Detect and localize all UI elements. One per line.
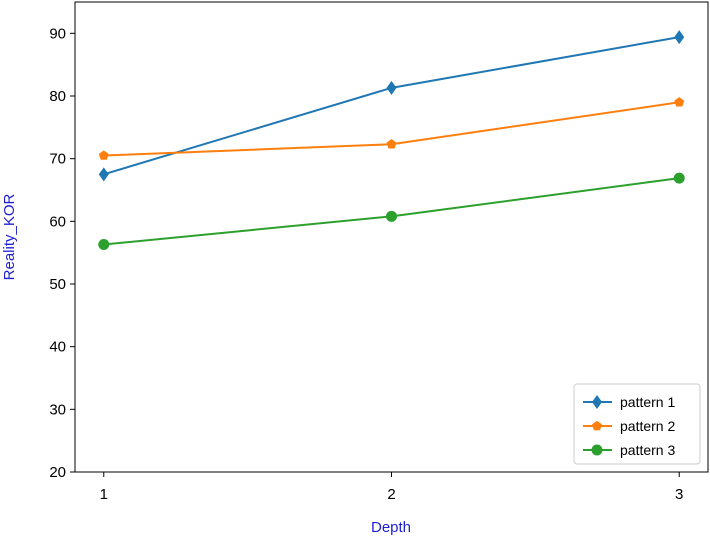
y-tick-label: 20 <box>49 464 66 481</box>
legend-entry: pattern 3 <box>583 442 675 458</box>
data-point <box>386 139 397 149</box>
y-tick-label: 30 <box>49 401 66 418</box>
series-layer <box>98 30 685 251</box>
legend: pattern 1 pattern 2 pattern 3 <box>573 383 701 465</box>
data-point <box>673 172 685 184</box>
y-tick-label: 50 <box>49 276 66 293</box>
legend-box <box>573 383 701 465</box>
series-3 <box>98 172 685 251</box>
series-1 <box>98 30 685 182</box>
y-axis: 20 30 40 50 60 70 80 90 <box>49 25 75 481</box>
legend-entry: pattern 1 <box>583 394 675 410</box>
y-tick-label: 80 <box>49 88 66 105</box>
y-tick-label: 60 <box>49 213 66 230</box>
data-point <box>674 30 685 45</box>
legend-marker <box>591 444 603 456</box>
series-2 <box>98 97 685 160</box>
legend-label: pattern 1 <box>620 394 675 410</box>
x-axis-label: Depth <box>371 519 411 536</box>
x-tick-label: 1 <box>100 486 108 503</box>
x-tick-label: 2 <box>387 486 395 503</box>
data-point <box>674 97 685 107</box>
legend-label: pattern 3 <box>620 442 675 458</box>
data-point <box>98 167 109 182</box>
x-tick-label: 3 <box>675 486 683 503</box>
data-point <box>386 210 397 222</box>
y-tick-label: 40 <box>49 339 66 356</box>
legend-entry: pattern 2 <box>583 418 675 434</box>
data-point <box>98 239 110 251</box>
y-tick-label: 90 <box>49 25 66 42</box>
data-point <box>98 150 109 160</box>
legend-label: pattern 2 <box>620 418 675 434</box>
y-tick-label: 70 <box>49 151 66 168</box>
data-point <box>386 80 397 95</box>
x-axis: 1 2 3 <box>100 472 683 503</box>
y-axis-label: Reality_KOR <box>1 193 18 280</box>
legend-marker <box>592 395 602 409</box>
legend-marker <box>592 420 602 431</box>
